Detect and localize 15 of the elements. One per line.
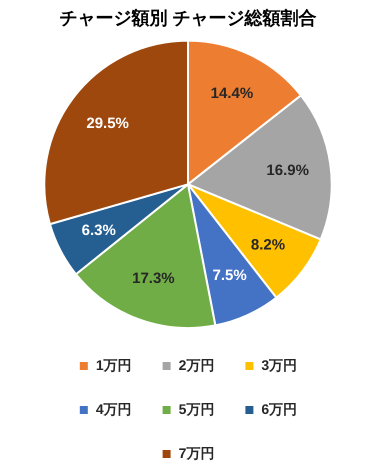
data-label: 14.4%	[210, 84, 254, 102]
legend-label: 1万円	[96, 356, 132, 373]
data-label: 7.5%	[212, 267, 247, 284]
chart-title: チャージ額別 チャージ総額割合	[59, 8, 317, 28]
legend-label: 7万円	[178, 444, 214, 461]
data-label: 8.2%	[250, 236, 286, 254]
legend-label: 4万円	[96, 400, 132, 417]
legend-label: 2万円	[178, 356, 214, 373]
data-label: 29.5%	[86, 114, 129, 132]
legend-label: 3万円	[261, 356, 298, 373]
legend-label: 5万円	[178, 400, 214, 417]
legend-label: 6万円	[261, 400, 298, 417]
data-label: 6.3%	[82, 222, 116, 239]
data-label: 17.3%	[132, 270, 175, 287]
data-label: 16.9%	[266, 162, 309, 179]
